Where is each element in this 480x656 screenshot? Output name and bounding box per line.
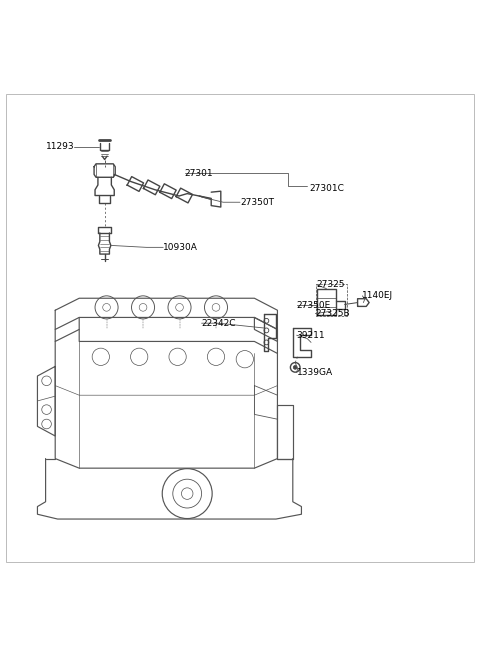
Text: 27325: 27325 [317, 280, 345, 289]
Circle shape [293, 365, 297, 369]
Text: 27301: 27301 [185, 169, 214, 178]
Text: 27325B: 27325B [315, 309, 350, 318]
Text: 11293: 11293 [46, 142, 74, 151]
Text: 1140EJ: 1140EJ [362, 291, 394, 300]
Text: 1339GA: 1339GA [297, 368, 333, 377]
Text: 27301C: 27301C [310, 184, 345, 194]
Text: 27350T: 27350T [240, 197, 274, 207]
Text: 22342C: 22342C [202, 319, 236, 328]
Text: 27350E: 27350E [297, 301, 331, 310]
Text: 39211: 39211 [297, 331, 325, 340]
Text: 10930A: 10930A [163, 243, 198, 252]
